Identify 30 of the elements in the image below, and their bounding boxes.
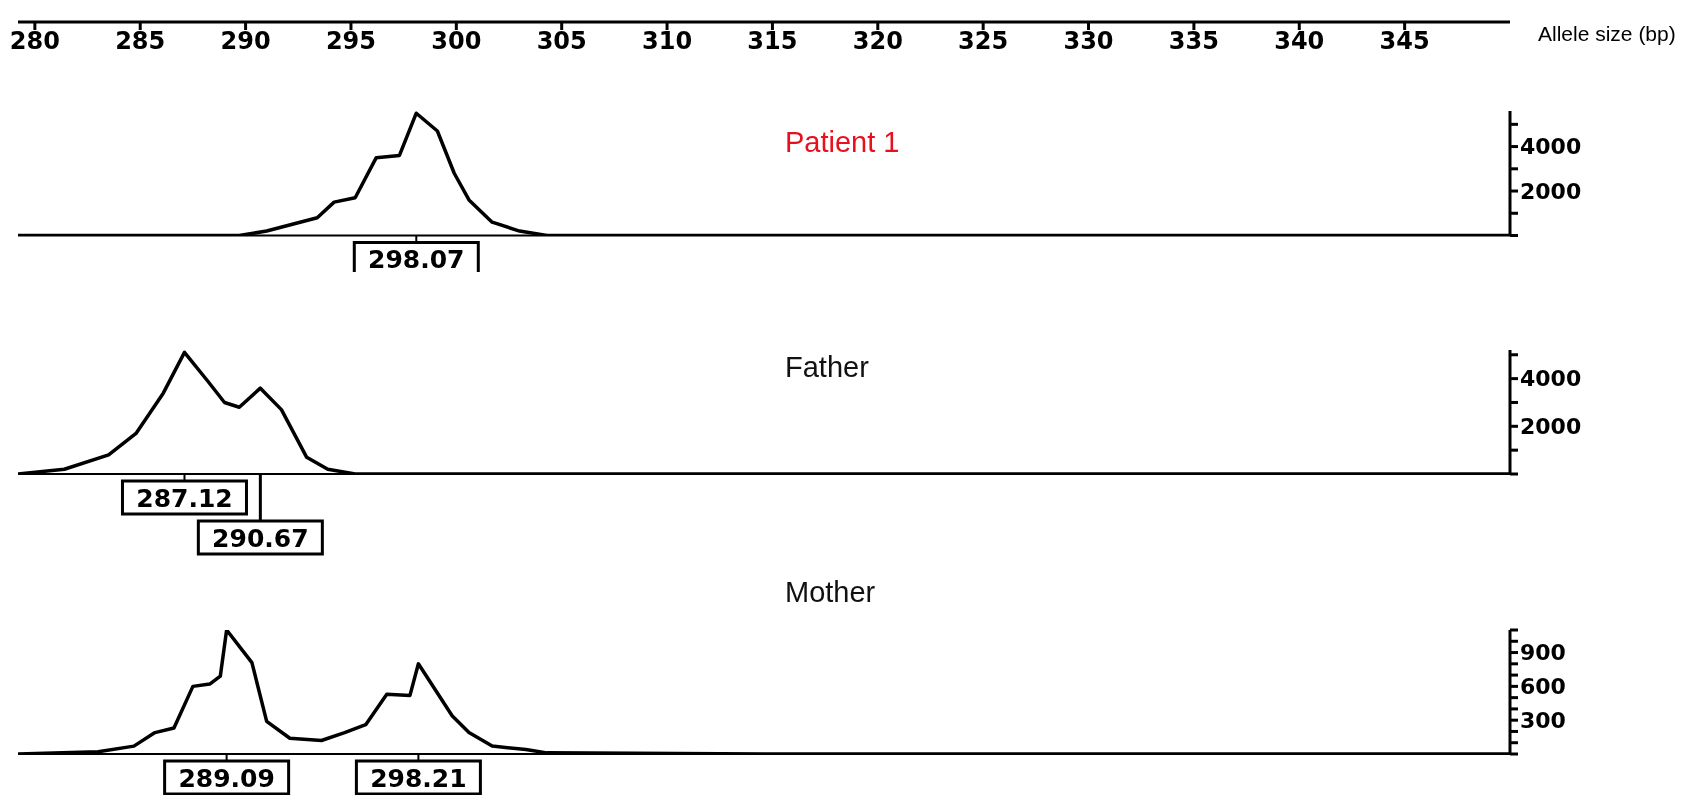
x-axis-title: Allele size (bp) <box>1538 22 1676 46</box>
y-tick-label: 2000 <box>1520 414 1582 440</box>
y-tick-label: 600 <box>1520 674 1566 700</box>
chart-title: Mother <box>785 576 876 609</box>
x-tick-label: 300 <box>431 27 482 56</box>
text: 290.67 <box>212 523 309 553</box>
chart-title: Father <box>785 351 869 384</box>
y-tick-label: 900 <box>1520 640 1566 666</box>
x-tick-label: 345 <box>1379 27 1430 56</box>
text: 298.07 <box>368 245 465 274</box>
x-tick-label: 315 <box>747 27 798 56</box>
x-tick-label: 290 <box>220 27 271 56</box>
x-tick-label: 320 <box>852 27 903 56</box>
x-tick-label: 285 <box>115 27 166 56</box>
x-tick-label: 295 <box>325 27 377 56</box>
x-tick-label: 305 <box>536 27 587 56</box>
x-tick-label: 335 <box>1168 27 1219 56</box>
y-tick-label: 4000 <box>1520 134 1582 160</box>
x-tick-label: 310 <box>642 27 693 56</box>
x-tick-label: 330 <box>1063 27 1114 56</box>
y-tick-label: 2000 <box>1520 178 1582 204</box>
text: Patient 1 <box>785 126 900 159</box>
text: 298.21 <box>370 763 467 793</box>
x-tick-label: 340 <box>1274 27 1325 56</box>
x-tick-label: 280 <box>9 27 60 56</box>
y-tick-label: 4000 <box>1520 366 1582 392</box>
y-tick-label: 300 <box>1520 707 1566 733</box>
text: 287.12 <box>136 483 233 513</box>
text: 289.09 <box>178 763 275 793</box>
x-tick-label: 325 <box>958 27 1009 56</box>
